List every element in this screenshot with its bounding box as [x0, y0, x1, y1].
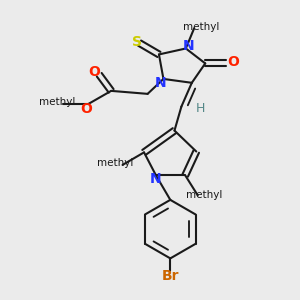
Text: methyl: methyl: [39, 97, 75, 107]
Text: N: N: [182, 39, 194, 53]
Text: O: O: [80, 102, 92, 116]
Text: N: N: [155, 76, 167, 89]
Text: methyl: methyl: [186, 190, 223, 200]
Text: methyl: methyl: [97, 158, 133, 168]
Text: methyl: methyl: [183, 22, 219, 32]
Text: O: O: [227, 55, 239, 69]
Text: Br: Br: [162, 269, 179, 283]
Text: H: H: [196, 102, 205, 115]
Text: O: O: [88, 65, 100, 79]
Text: N: N: [150, 172, 162, 186]
Text: S: S: [132, 34, 142, 49]
